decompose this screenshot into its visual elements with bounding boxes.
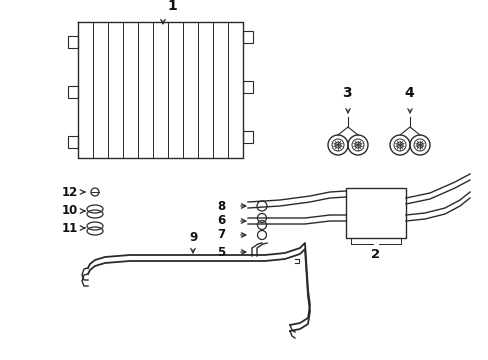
Text: 10: 10 <box>61 204 78 217</box>
Bar <box>68 136 78 148</box>
Bar <box>243 81 252 93</box>
Text: 7: 7 <box>217 229 224 242</box>
Text: 4: 4 <box>403 86 413 100</box>
Bar <box>68 86 78 98</box>
Bar <box>346 188 405 238</box>
Text: 9: 9 <box>188 231 197 244</box>
Text: 11: 11 <box>61 221 78 234</box>
Text: 8: 8 <box>216 199 224 212</box>
Text: 12: 12 <box>61 185 78 198</box>
Text: 6: 6 <box>216 215 224 228</box>
Text: 1: 1 <box>167 0 176 13</box>
Text: 2: 2 <box>371 248 380 261</box>
Bar <box>243 131 252 143</box>
Text: 5: 5 <box>216 246 224 258</box>
Bar <box>243 31 252 43</box>
Bar <box>68 36 78 48</box>
Text: 3: 3 <box>342 86 351 100</box>
